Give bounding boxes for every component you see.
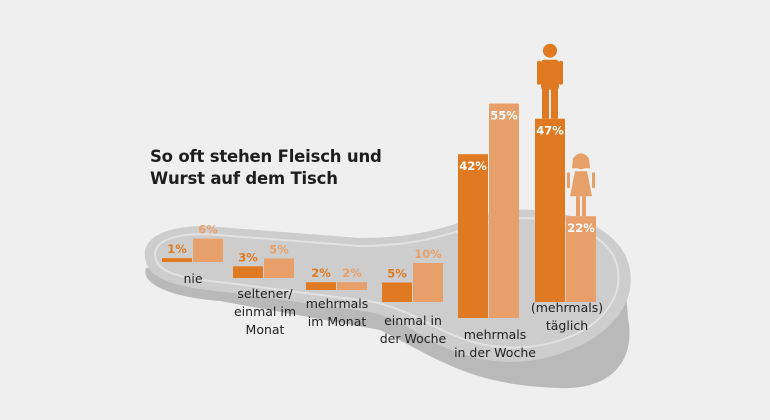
category-label-5-line-0: (mehrmals) <box>531 300 603 315</box>
category-label-1-line-0: seltener/ <box>237 286 293 301</box>
bar-men-1 <box>233 266 263 278</box>
platform-rim <box>154 217 620 349</box>
bar-women-0 <box>193 238 223 262</box>
bar-women-3 <box>413 263 443 302</box>
category-labels-group: nie seltener/einmal im Monat mehrmals im Mon… <box>183 271 603 360</box>
bar-men-4 <box>458 154 488 318</box>
category-label-0-line-0: nie <box>183 271 202 286</box>
chart-title: So oft stehen Fleisch und Wurst auf dem … <box>150 146 382 190</box>
value-label-men-0: 1% <box>167 242 187 256</box>
bar-men-3 <box>382 282 412 302</box>
category-label-2-line-0: mehrmals <box>306 296 369 311</box>
category-label-4-line-1: in der Woche <box>454 345 536 360</box>
category-label-1-line-1: einmal im <box>234 304 296 319</box>
bar-women-1 <box>264 258 294 278</box>
value-label-men-5: 47% <box>536 124 564 138</box>
value-label-men-3: 5% <box>387 267 407 281</box>
category-label-4-line-0: mehrmals <box>464 327 527 342</box>
bars-group <box>162 103 596 318</box>
value-label-women-0: 6% <box>198 223 218 237</box>
bar-men-5 <box>535 118 565 302</box>
category-label-2-line-1: im Monat <box>308 314 367 329</box>
bar-women-5 <box>566 216 596 302</box>
category-label-5-line-1: täglich <box>546 318 588 333</box>
value-labels-group: 1% 6% 3% 5% 2% 2% 5% 10% 42% 55% 47% 22% <box>167 109 595 281</box>
bar-men-0 <box>162 258 192 262</box>
category-label-3-line-0: einmal in <box>384 313 442 328</box>
value-label-women-2: 2% <box>342 266 362 280</box>
title-line-2: Wurst auf dem Tisch <box>150 169 338 188</box>
value-label-women-1: 5% <box>269 243 289 257</box>
bar-women-2 <box>337 282 367 290</box>
category-label-3-line-1: der Woche <box>380 331 447 346</box>
bar-men-2 <box>306 282 336 290</box>
value-label-men-1: 3% <box>238 250 258 264</box>
bar-women-4 <box>489 103 519 318</box>
title-line-1: So oft stehen Fleisch und <box>150 147 382 166</box>
figures-group <box>537 43 595 217</box>
value-label-men-2: 2% <box>311 266 331 280</box>
category-label-1-line-2: Monat <box>246 322 285 337</box>
value-label-women-5: 22% <box>567 221 595 235</box>
value-label-women-3: 10% <box>414 247 442 261</box>
value-label-men-4: 42% <box>459 159 487 173</box>
woman-figure-icon <box>567 153 595 217</box>
value-label-women-4: 55% <box>490 109 518 123</box>
man-figure-icon <box>537 43 563 119</box>
